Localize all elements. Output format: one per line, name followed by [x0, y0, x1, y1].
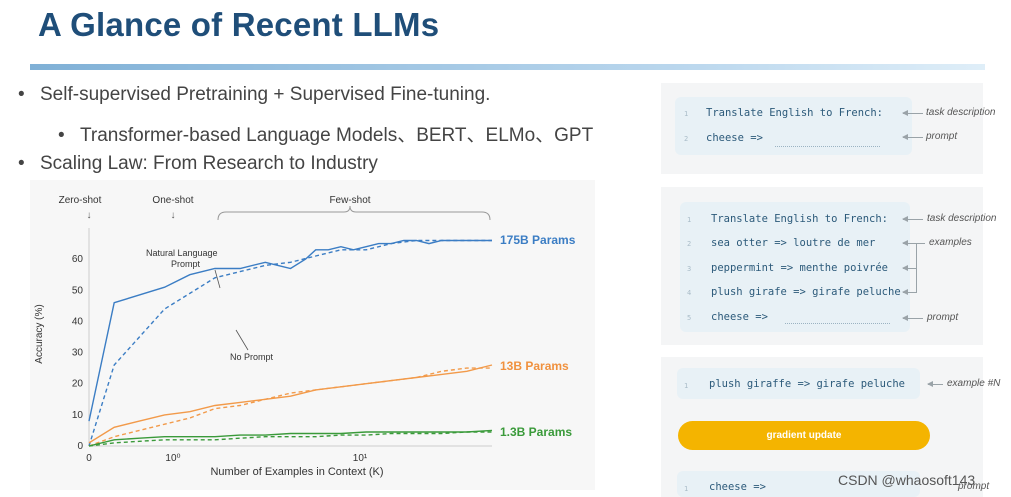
zero-shot-label: Zero-shot — [59, 195, 102, 206]
prompt-arrow-icon — [902, 315, 923, 321]
fine-tune-example-line: plush giraffe => girafe peluche — [709, 378, 905, 390]
few-shot-task-line: Translate English to French: — [711, 213, 889, 225]
dotted-fill — [775, 146, 880, 147]
chart-svg: Zero-shot One-shot Few-shot ↓ ↓ Accuracy… — [34, 195, 576, 478]
fine-tune-example-box — [677, 368, 920, 399]
one-shot-arrow-icon: ↓ — [171, 210, 176, 221]
few-shot-example-1: sea otter => loutre de mer — [711, 237, 876, 249]
line-number: 1 — [684, 382, 689, 390]
series-label-175b: 175B Params — [500, 233, 576, 247]
zero-shot-prompt-line: cheese => — [706, 132, 763, 144]
one-shot-label: One-shot — [152, 195, 193, 206]
series-line-1-solid — [88, 364, 493, 444]
line-number: 2 — [687, 240, 692, 248]
line-number: 1 — [684, 110, 689, 118]
bullet-dot-icon: • — [18, 84, 25, 105]
zero-shot-task-line: Translate English to French: — [706, 107, 884, 119]
series-line-0-dashed — [88, 239, 492, 447]
few-shot-prompt-box — [680, 202, 910, 332]
series-line-2-dashed — [88, 431, 492, 447]
dotted-fill — [785, 323, 890, 324]
example-arrow-icon — [927, 381, 943, 387]
bullet-dot-icon: • — [18, 153, 25, 174]
line-number: 1 — [687, 216, 692, 224]
task-arrow-icon — [902, 110, 923, 116]
zero-shot-arrow-icon: ↓ — [87, 210, 92, 221]
line-number: 3 — [687, 265, 692, 273]
x-tick-0: 0 — [86, 453, 92, 464]
series-line-1-dashed — [88, 367, 492, 447]
y-tick-50: 50 — [72, 285, 84, 296]
y-tick-60: 60 — [72, 254, 84, 265]
task-arrow-icon — [902, 216, 923, 222]
few-shot-example-2: peppermint => menthe poivrée — [711, 262, 889, 274]
annotation-task-description: task description — [926, 107, 996, 118]
gradient-update-button: gradient update — [678, 421, 930, 450]
x-tick-1: 10⁰ — [165, 453, 180, 464]
series-label-1-3b: 1.3B Params — [500, 425, 572, 439]
prompt-arrow-icon — [902, 134, 923, 140]
annotation-nl-prompt-2: Prompt — [171, 259, 201, 269]
examples-bracket — [916, 243, 917, 293]
fine-tune-prompt-line: cheese => — [709, 481, 766, 493]
annotation-no-prompt-pointer — [235, 329, 249, 351]
y-tick-10: 10 — [72, 410, 84, 421]
zero-shot-prompt-box — [675, 97, 912, 155]
few-shot-brace — [217, 205, 491, 221]
series-line-2-solid — [88, 429, 493, 447]
bullet-dot-icon: • — [58, 125, 65, 146]
line-number: 1 — [684, 485, 689, 493]
example-arrow-icon — [902, 265, 916, 271]
x-tick-2: 10¹ — [353, 453, 368, 464]
y-tick-40: 40 — [72, 316, 84, 327]
annotation-prompt: prompt — [958, 481, 990, 492]
annotation-task-description: task description — [927, 213, 997, 224]
watermark: CSDN @whaosoft143 — [838, 472, 976, 488]
line-number: 5 — [687, 314, 692, 322]
series-label-13b: 13B Params — [500, 359, 569, 373]
annotation-nl-prompt-1: Natural Language — [146, 248, 218, 258]
annotation-examples: examples — [929, 237, 972, 248]
annotation-example-n: example #N — [947, 378, 1001, 389]
annotation-nl-pointer — [214, 269, 221, 289]
annotation-prompt: prompt — [926, 131, 958, 142]
bullet-2-text: Scaling Law: From Research to Industry — [40, 153, 378, 174]
few-shot-prompt-line: cheese => — [711, 311, 768, 323]
bullet-2: • Scaling Law: From Research to Industry — [18, 153, 378, 175]
x-axis-title: Number of Examples in Context (K) — [210, 466, 383, 478]
bullet-1: • Self-supervised Pretraining + Supervise… — [18, 84, 490, 106]
slide-title: A Glance of Recent LLMs — [38, 6, 440, 43]
example-arrow-icon — [902, 289, 916, 295]
line-number: 4 — [687, 289, 692, 297]
fine-tune-prompt-box — [677, 471, 920, 497]
y-tick-20: 20 — [72, 379, 84, 390]
annotation-prompt: prompt — [927, 312, 959, 323]
example-arrow-icon — [902, 240, 925, 246]
series-line-0-solid — [88, 239, 492, 422]
bullet-1-text: Self-supervised Pretraining + Supervised… — [40, 84, 491, 105]
bullet-1-sub: • Transformer-based Language Models、BERT、… — [58, 120, 593, 147]
y-tick-30: 30 — [72, 348, 84, 359]
line-number: 2 — [684, 135, 689, 143]
bullet-1-sub-text: Transformer-based Language Models、BERT、E… — [80, 125, 594, 146]
scaling-chart: Zero-shot One-shot Few-shot ↓ ↓ Accuracy… — [30, 180, 595, 490]
title-underline — [30, 64, 985, 70]
few-shot-label: Few-shot — [329, 195, 370, 206]
y-axis-title: Accuracy (%) — [34, 304, 45, 363]
annotation-no-prompt: No Prompt — [230, 352, 274, 362]
few-shot-example-3: plush girafe => girafe peluche — [711, 286, 901, 298]
y-tick-0: 0 — [77, 441, 83, 452]
